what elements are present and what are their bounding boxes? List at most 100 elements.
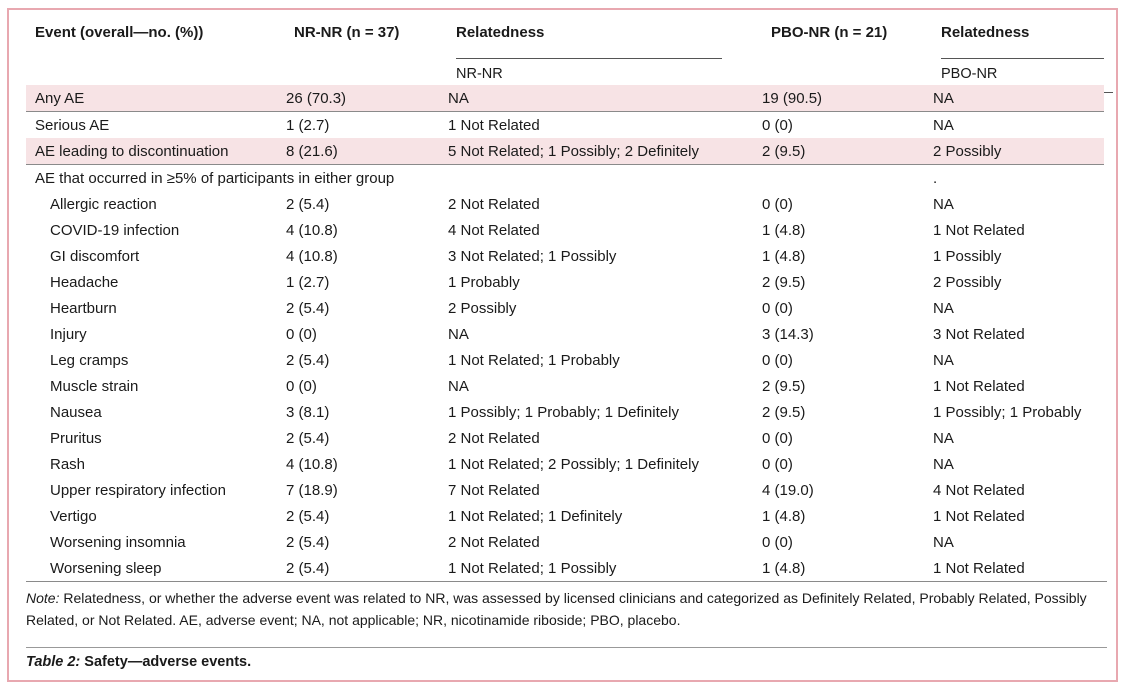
pbo-count-cell: 0 (0) bbox=[762, 533, 793, 551]
table-row: Leg cramps 2 (5.4) 1 Not Related; 1 Probab… bbox=[26, 347, 1104, 373]
nr-relatedness-cell: 7 Not Related bbox=[448, 481, 540, 499]
table-row: Muscle strain 0 (0) NA 2 (9.5) 1 Not Related bbox=[26, 373, 1104, 399]
table-row: Vertigo 2 (5.4) 1 Not Related; 1 Definitel… bbox=[26, 503, 1104, 529]
pbo-relatedness-cell: 3 Not Related bbox=[933, 325, 1025, 343]
pbo-count-cell: 0 (0) bbox=[762, 455, 793, 473]
event-cell: Heartburn bbox=[50, 299, 117, 317]
event-cell: Vertigo bbox=[50, 507, 97, 525]
pbo-count-cell: 1 (4.8) bbox=[762, 221, 806, 239]
nr-count-cell: 1 (2.7) bbox=[277, 111, 439, 138]
pbo-count-cell: 19 (90.5) bbox=[753, 85, 924, 112]
nr-count-cell: 4 (10.8) bbox=[286, 221, 338, 239]
event-cell: COVID-19 infection bbox=[50, 221, 180, 239]
event-cell: Nausea bbox=[50, 403, 102, 421]
header-relatedness-nr: Relatedness bbox=[456, 24, 545, 41]
pbo-count-cell: 1 (4.8) bbox=[762, 247, 806, 265]
table-row: Nausea 3 (8.1) 1 Possibly; 1 Probably; 1 D… bbox=[26, 399, 1104, 425]
pbo-relatedness-cell: NA bbox=[933, 533, 954, 551]
nr-relatedness-cell: NA bbox=[439, 85, 753, 112]
pbo-count-cell: 2 (9.5) bbox=[753, 138, 924, 165]
pbo-count-cell: 4 (19.0) bbox=[762, 481, 814, 499]
header-nr-nr: NR-NR (n = 37) bbox=[294, 24, 400, 41]
nr-relatedness-cell: NA bbox=[448, 325, 469, 343]
nr-relatedness-cell: 5 Not Related; 1 Possibly; 2 Definitely bbox=[439, 138, 753, 165]
header-sub-nr-nr: NR-NR bbox=[456, 66, 503, 82]
pbo-count-cell: 1 (4.8) bbox=[762, 507, 806, 525]
event-cell: Any AE bbox=[26, 85, 277, 112]
pbo-relatedness-cell: 1 Possibly; 1 Probably bbox=[933, 403, 1082, 421]
note-label: Note: bbox=[26, 590, 60, 606]
pbo-count-cell: 0 (0) bbox=[762, 351, 793, 369]
table-row: Injury 0 (0) NA 3 (14.3) 3 Not Related bbox=[26, 321, 1104, 347]
pbo-count-cell: 2 (9.5) bbox=[762, 403, 806, 421]
event-cell: AE that occurred in ≥5% of participants … bbox=[26, 164, 924, 191]
pbo-count-cell: 0 (0) bbox=[753, 111, 924, 138]
pbo-relatedness-cell: 4 Not Related bbox=[933, 481, 1025, 499]
header-event: Event (overall—no. (%)) bbox=[35, 24, 204, 41]
table-row: AE that occurred in ≥5% of participants … bbox=[26, 164, 1104, 191]
nr-count-cell: 3 (8.1) bbox=[286, 403, 330, 421]
table-row: GI discomfort 4 (10.8) 3 Not Related; 1 Po… bbox=[26, 243, 1104, 269]
pbo-count-cell: 0 (0) bbox=[762, 429, 793, 447]
pbo-relatedness-cell: NA bbox=[933, 351, 954, 369]
nr-count-cell: 26 (70.3) bbox=[277, 85, 439, 112]
table-row: Allergic reaction 2 (5.4) 2 Not Related 0 (… bbox=[26, 191, 1104, 217]
nr-count-cell: 2 (5.4) bbox=[286, 429, 330, 447]
table-row: Pruritus 2 (5.4) 2 Not Related 0 (0) NA bbox=[26, 425, 1104, 451]
nr-relatedness-cell: 1 Not Related bbox=[439, 111, 753, 138]
pbo-count-cell: 2 (9.5) bbox=[762, 273, 806, 291]
nr-relatedness-cell: 1 Probably bbox=[448, 273, 520, 291]
table-row: Upper respiratory infection 7 (18.9) 7 Not… bbox=[26, 477, 1104, 503]
pbo-relatedness-cell: NA bbox=[924, 85, 1104, 112]
nr-count-cell: 4 (10.8) bbox=[286, 247, 338, 265]
pbo-relatedness-cell: 1 Not Related bbox=[933, 559, 1025, 577]
event-cell: GI discomfort bbox=[50, 247, 140, 265]
event-cell: Worsening sleep bbox=[50, 559, 162, 577]
nr-count-cell: 0 (0) bbox=[286, 377, 317, 395]
pbo-count-cell: 2 (9.5) bbox=[762, 377, 806, 395]
pbo-count-cell: 0 (0) bbox=[762, 195, 793, 213]
nr-relatedness-cell: 1 Not Related; 2 Possibly; 1 Definitely bbox=[448, 455, 699, 473]
header-relatedness-pbo: Relatedness bbox=[941, 24, 1030, 41]
nr-count-cell: 1 (2.7) bbox=[286, 273, 330, 291]
event-cell: Allergic reaction bbox=[50, 195, 157, 213]
pbo-relatedness-cell: . bbox=[924, 164, 1104, 191]
table-note: Note: Relatedness, or whether the advers… bbox=[26, 587, 1107, 631]
nr-count-cell: 2 (5.4) bbox=[286, 195, 330, 213]
table-row: COVID-19 infection 4 (10.8) 4 Not Related 1… bbox=[26, 217, 1104, 243]
nr-count-cell: 2 (5.4) bbox=[286, 299, 330, 317]
pbo-relatedness-cell: 2 Possibly bbox=[924, 138, 1104, 165]
nr-relatedness-cell: NA bbox=[448, 377, 469, 395]
event-cell: Headache bbox=[50, 273, 119, 291]
table-row: Heartburn 2 (5.4) 2 Possibly 0 (0) NA bbox=[26, 295, 1104, 321]
pbo-relatedness-cell: NA bbox=[924, 111, 1104, 138]
table-row: Headache 1 (2.7) 1 Probably 2 (9.5) 2 Possib… bbox=[26, 269, 1104, 295]
caption-rule bbox=[26, 647, 1107, 648]
pbo-relatedness-cell: 1 Not Related bbox=[933, 507, 1025, 525]
event-cell: Serious AE bbox=[26, 111, 277, 138]
caption-label: Table 2: bbox=[26, 654, 81, 670]
table-row: Any AE 26 (70.3) NA 19 (90.5) NA bbox=[26, 85, 1104, 112]
nr-relatedness-cell: 2 Not Related bbox=[448, 195, 540, 213]
pbo-relatedness-cell: 2 Possibly bbox=[933, 273, 1002, 291]
nr-count-cell: 2 (5.4) bbox=[286, 533, 330, 551]
table-row: Rash 4 (10.8) 1 Not Related; 2 Possibly; 1… bbox=[26, 451, 1104, 477]
event-cell: AE leading to discontinuation bbox=[26, 138, 277, 165]
event-cell: Injury bbox=[50, 325, 87, 343]
nr-relatedness-cell: 1 Not Related; 1 Possibly bbox=[448, 559, 617, 577]
nr-relatedness-cell: 1 Possibly; 1 Probably; 1 Definitely bbox=[448, 403, 679, 421]
header-underline-pbo bbox=[941, 58, 1104, 59]
table-row: Serious AE 1 (2.7) 1 Not Related 0 (0) NA bbox=[26, 111, 1104, 138]
nr-count-cell: 7 (18.9) bbox=[286, 481, 338, 499]
nr-relatedness-cell: 3 Not Related; 1 Possibly bbox=[448, 247, 617, 265]
caption-text: Safety—adverse events. bbox=[80, 654, 252, 670]
pbo-count-cell: 3 (14.3) bbox=[762, 325, 814, 343]
table-row: AE leading to discontinuation 8 (21.6) 5 N… bbox=[26, 138, 1104, 165]
header-underline-nr bbox=[456, 58, 722, 59]
nr-relatedness-cell: 1 Not Related; 1 Definitely bbox=[448, 507, 623, 525]
event-cell: Rash bbox=[50, 455, 86, 473]
header-pbo-nr: PBO-NR (n = 21) bbox=[771, 24, 888, 41]
pbo-count-cell: 1 (4.8) bbox=[762, 559, 806, 577]
pbo-relatedness-cell: NA bbox=[933, 429, 954, 447]
table-caption: Table 2: Safety—adverse events. bbox=[26, 654, 251, 670]
